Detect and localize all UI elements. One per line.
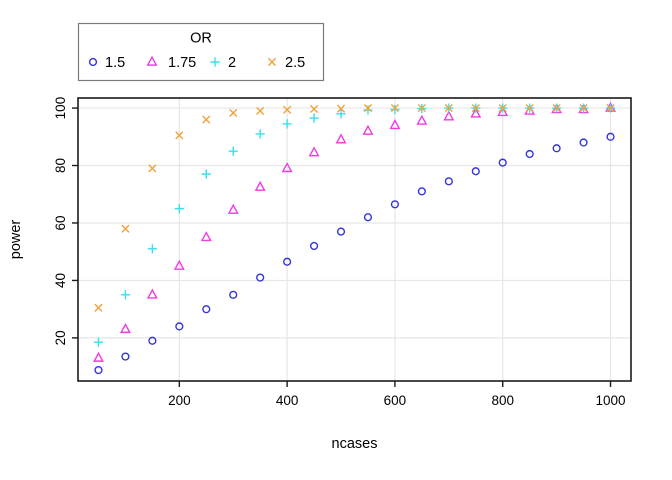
marker-x (175, 131, 184, 140)
marker-x (390, 103, 400, 113)
marker-plus (255, 129, 265, 139)
marker-circle (363, 213, 373, 222)
marker-plus (390, 104, 400, 115)
marker-x (256, 106, 265, 116)
x-tick-label: 400 (276, 393, 299, 408)
y-tick-label: 100 (53, 97, 68, 120)
marker-x (525, 103, 534, 113)
marker-circle (552, 144, 561, 153)
marker-plus (309, 113, 319, 123)
y-tick-label: 40 (53, 273, 68, 288)
marker-triangle (470, 107, 482, 118)
marker-circle (417, 187, 426, 196)
marker-x (363, 103, 373, 113)
marker-circle (336, 227, 346, 236)
marker-x (94, 303, 103, 312)
marker-x (309, 104, 319, 114)
y-tick-label: 60 (53, 215, 68, 230)
marker-x (148, 164, 157, 173)
marker-circle (88, 57, 98, 67)
marker-circle (175, 322, 184, 331)
marker-x (444, 103, 453, 113)
x-tick-label: 1000 (595, 393, 625, 408)
legend-title: OR (190, 31, 212, 47)
marker-plus (147, 244, 157, 254)
marker-plus (174, 204, 184, 214)
marker-plus (228, 146, 238, 156)
marker-circle (309, 241, 319, 251)
marker-triangle (335, 133, 347, 144)
legend-label: 2 (228, 55, 236, 71)
marker-triangle (227, 203, 239, 214)
marker-plus (210, 57, 220, 67)
marker-circle (121, 352, 130, 361)
marker-triangle (254, 180, 266, 191)
legend-label: 2.5 (285, 55, 305, 71)
marker-triangle (200, 231, 212, 242)
marker-circle (390, 200, 400, 209)
marker-plus (93, 337, 104, 347)
y-tick-label: 20 (53, 330, 68, 345)
marker-plus (363, 105, 373, 115)
legend-label: 1.5 (105, 55, 125, 71)
plot-box (77, 97, 632, 382)
marker-triangle (119, 323, 131, 334)
x-tick-label: 600 (384, 393, 407, 408)
marker-x (552, 103, 561, 113)
marker-circle (579, 138, 588, 147)
marker-circle (202, 305, 211, 314)
x-tick-label: 800 (491, 393, 514, 408)
marker-circle (444, 177, 453, 186)
marker-circle (283, 257, 292, 266)
marker-x (579, 103, 588, 113)
marker-plus (282, 119, 292, 129)
marker-x (471, 103, 480, 113)
marker-plus (336, 109, 346, 119)
marker-circle (525, 149, 534, 159)
marker-triangle (146, 55, 158, 66)
marker-x (121, 224, 130, 233)
marker-triangle (308, 146, 320, 157)
marker-triangle (389, 119, 401, 130)
marker-plus (201, 169, 211, 179)
marker-circle (498, 158, 507, 167)
marker-triangle (173, 259, 185, 270)
marker-triangle (281, 162, 293, 173)
marker-triangle (497, 106, 509, 117)
marker-x (606, 103, 615, 113)
marker-circle (229, 290, 238, 299)
marker-x (336, 104, 346, 113)
marker-triangle (93, 351, 104, 362)
marker-x (202, 115, 211, 124)
marker-triangle (146, 288, 158, 299)
marker-circle (94, 365, 103, 375)
marker-circle (148, 336, 157, 345)
marker-circle (256, 273, 265, 282)
x-tick-label: 200 (168, 393, 191, 408)
marker-triangle (443, 110, 455, 121)
legend-box (77, 22, 325, 82)
x-axis-label: ncases (332, 436, 378, 452)
y-tick-label: 80 (53, 158, 68, 173)
y-axis-label: power (8, 220, 24, 260)
marker-x (417, 103, 426, 113)
marker-x (498, 103, 507, 113)
legend-label: 1.75 (168, 55, 196, 71)
marker-circle (606, 132, 615, 141)
marker-x (283, 105, 292, 114)
marker-x (267, 57, 277, 67)
marker-triangle (416, 114, 428, 125)
marker-circle (471, 167, 480, 176)
marker-triangle (362, 124, 374, 135)
marker-x (229, 108, 238, 118)
marker-plus (120, 290, 131, 300)
